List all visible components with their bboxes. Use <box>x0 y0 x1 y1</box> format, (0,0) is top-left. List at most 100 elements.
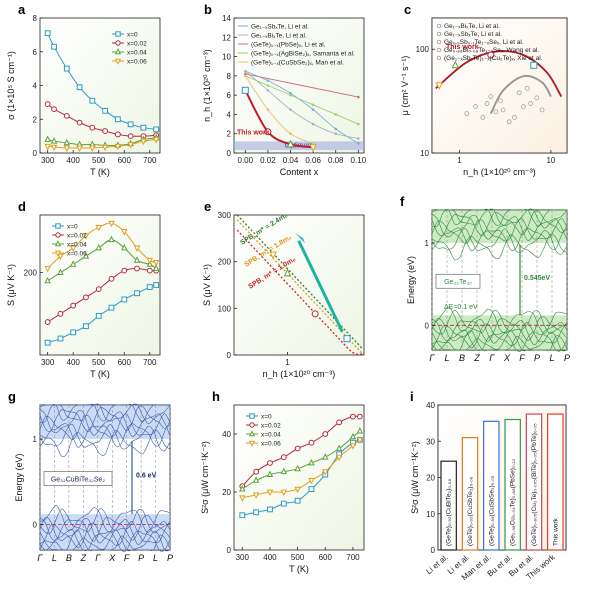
bar-label: (GeTe)₀.₉₂(CuSbTe₂)₀.₀₈ <box>467 476 474 546</box>
conduction-band-region <box>432 210 567 243</box>
x-tick-label: 1 <box>457 156 462 165</box>
x-axis-label: n_h (1×10²⁰ cm⁻³) <box>263 369 336 379</box>
data-point <box>44 266 51 273</box>
legend-label: x=0.06 <box>127 59 147 66</box>
data-point <box>95 224 102 232</box>
this-work-label: This work <box>446 44 479 51</box>
x-tick-label: 500 <box>92 156 106 165</box>
y-tick-label: 6 <box>227 91 232 100</box>
panel-label: c <box>404 2 411 17</box>
legend-label: x=0.02 <box>127 41 147 48</box>
x-axis-label: Content x <box>280 167 319 177</box>
data-point <box>280 489 287 497</box>
literature-line <box>245 73 359 98</box>
y-tick-label: 6 <box>33 48 38 57</box>
bar <box>483 420 500 551</box>
data-point <box>336 419 343 426</box>
data-point <box>76 119 83 126</box>
data-point <box>121 267 128 274</box>
literature-point <box>266 108 270 111</box>
y-tick-label: 2 <box>33 115 38 124</box>
data-point <box>308 486 315 493</box>
literature-point <box>244 72 247 76</box>
literature-point <box>488 94 494 99</box>
data-point <box>121 243 128 251</box>
series-line-1 <box>47 268 157 323</box>
y-tick-label: 20 <box>426 474 435 483</box>
series-line-3 <box>47 139 157 149</box>
data-point <box>82 233 90 240</box>
legend-marker <box>54 250 62 257</box>
this-work-point <box>241 86 249 94</box>
legend-marker <box>114 48 122 55</box>
data-point <box>121 229 128 236</box>
x-tick-label: 500 <box>92 358 106 367</box>
data-point <box>133 245 141 252</box>
data-point <box>82 252 90 259</box>
literature-point <box>289 132 292 136</box>
series-line-0 <box>47 32 157 130</box>
data-point <box>294 445 301 452</box>
valence-band-region <box>432 315 567 350</box>
splitting-label: 0.6 eV <box>136 473 157 480</box>
data-point <box>322 431 329 437</box>
x-tick-label: 600 <box>319 553 333 562</box>
panel-label: b <box>204 2 212 17</box>
x-tick-label: 700 <box>346 553 360 562</box>
x-tick-label: 700 <box>143 156 157 165</box>
literature-point <box>289 108 292 111</box>
literature-point <box>311 108 315 111</box>
x-tick-label: 0.06 <box>305 156 321 165</box>
y-tick-label: 1 <box>425 239 430 248</box>
composition-label: Ge₃₂Te₃₂ <box>444 279 472 286</box>
literature-point <box>473 104 478 109</box>
legend-marker <box>248 430 256 437</box>
data-point <box>76 84 83 91</box>
legend-marker <box>436 47 442 53</box>
kpoint-label: B <box>66 553 72 563</box>
series-line-3 <box>47 222 157 269</box>
legend-marker <box>436 39 442 45</box>
legend-marker <box>115 31 121 37</box>
data-point <box>322 469 329 476</box>
literature-point <box>244 74 247 78</box>
literature-point <box>516 90 522 96</box>
literature-point <box>528 101 533 106</box>
bar-label: This work <box>552 517 559 546</box>
legend-label: (Ge₁₋ₓSbₓTe)₁₋ₓ(Cu₂Te)ₓ, Xie et al. <box>444 55 543 62</box>
y-axis-label: Energy (eV) <box>14 453 24 501</box>
y-tick-label: 40 <box>426 401 435 410</box>
legend-label: x=0 <box>127 32 138 39</box>
kpoint-label: F <box>519 353 525 363</box>
legend-label: x=0.06 <box>67 251 87 258</box>
kpoint-label: Γ <box>489 353 495 363</box>
band-line <box>39 421 171 448</box>
literature-point <box>266 84 270 87</box>
data-point <box>95 312 102 319</box>
legend-label: Ge₁₋ₓSbₓTe, Li et al. <box>251 23 309 30</box>
composition-box <box>43 471 113 486</box>
this-work-point <box>435 82 444 90</box>
literature-point <box>289 91 292 95</box>
kpoint-label: Z <box>80 553 87 563</box>
plot-area <box>39 17 161 154</box>
legend-label: Ge₀.₉Sb₀.₁Te₁₋ₓSeₓ, Li et al. <box>444 39 524 46</box>
plot-area <box>233 17 365 154</box>
x-tick-label: 600 <box>118 358 132 367</box>
band-line <box>431 210 568 237</box>
data-point <box>134 265 140 272</box>
data-point <box>349 443 357 450</box>
x-axis-label: T (K) <box>90 167 110 177</box>
series-line-2 <box>47 137 157 147</box>
legend-label: Ge₀.₈₈Bi₀.₀₈Te₁₋ₓSeₓ, Wang et al. <box>444 47 539 54</box>
data-point <box>266 470 274 477</box>
y-tick-label: 300 <box>218 211 232 220</box>
legend-label: x=0.02 <box>261 423 281 430</box>
data-point <box>266 489 274 497</box>
y-tick-label: 10 <box>420 149 429 158</box>
y-tick-label: 0 <box>227 351 232 360</box>
kpoint-label: X <box>503 353 511 363</box>
legend-marker <box>436 23 442 29</box>
